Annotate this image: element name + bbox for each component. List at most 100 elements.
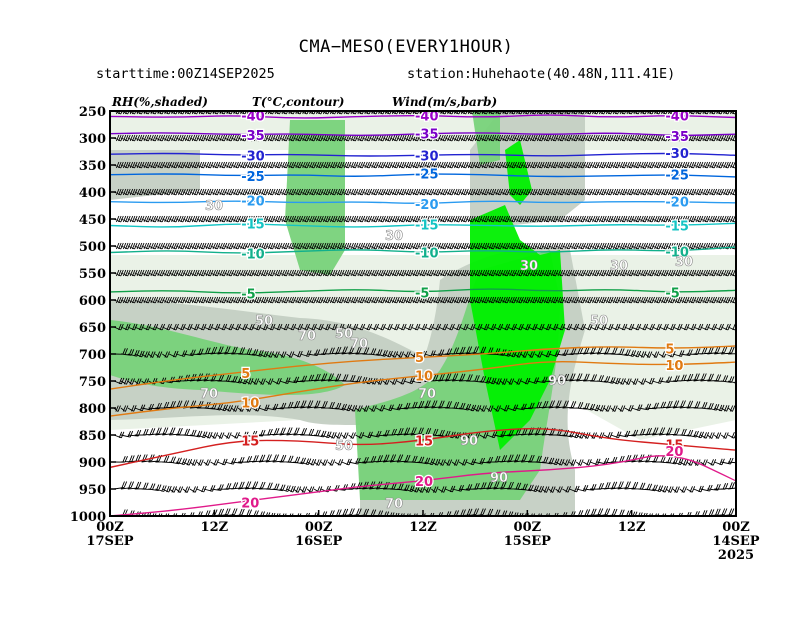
isotherm-label: 15 <box>415 434 433 449</box>
x-tick-label: 12Z <box>618 520 646 535</box>
isotherm-label: -25 <box>415 168 439 183</box>
isotherm-label: -5 <box>415 286 429 301</box>
station-label: station:Huhehaote(40.48N,111.41E) <box>407 66 676 82</box>
rh-contour-label: 70 <box>418 387 436 402</box>
isotherm-label: -35 <box>665 130 689 145</box>
rh-contour-label: 70 <box>385 497 403 512</box>
rh-shade-70-left <box>110 320 345 395</box>
rh-contour-label: 30 <box>610 259 628 274</box>
isotherm-label: -10 <box>665 245 689 260</box>
isotherm-line <box>110 360 736 417</box>
rh-shade-70-column <box>285 120 345 275</box>
isotherm-line <box>110 132 736 136</box>
isotherm-label: -25 <box>241 170 265 185</box>
x-tick-label: 00Z <box>305 520 333 535</box>
y-tick-label: 350 <box>79 159 106 174</box>
variable-label: Wind(m/s,barb) <box>392 95 497 109</box>
rh-contour-label: 50 <box>335 439 353 454</box>
x-tick-label: 12Z <box>409 520 437 535</box>
isotherm-label: 10 <box>415 370 433 385</box>
barb-row <box>113 242 736 250</box>
barb-row <box>113 188 736 196</box>
isotherm-label: -25 <box>665 169 689 184</box>
isotherm-label: -10 <box>241 248 265 263</box>
y-tick-label: 650 <box>79 321 106 336</box>
barb-row <box>113 427 736 439</box>
barb-row <box>113 454 736 466</box>
barb-row <box>113 296 736 304</box>
isotherm-label: -35 <box>241 129 265 144</box>
isotherm-label: -40 <box>415 109 439 124</box>
y-tick-label: 800 <box>79 402 106 417</box>
isotherm-label: 15 <box>665 439 683 454</box>
isotherm-line <box>110 428 736 469</box>
x-tick-date: 17SEP <box>86 534 133 549</box>
isotherm-label: -30 <box>665 147 689 162</box>
y-tick-label: 250 <box>79 105 106 120</box>
x-tick-year: 2025 <box>718 548 754 563</box>
x-tick-date: 15SEP <box>504 534 551 549</box>
rh-contour-label: 50 <box>590 314 608 329</box>
isotherm-line <box>110 345 736 390</box>
isotherm-label: -15 <box>415 218 439 233</box>
rh-contour-label: 70 <box>350 337 368 352</box>
isotherm-line <box>110 455 736 516</box>
isotherm-label: 5 <box>665 343 674 358</box>
rh-contour-label: 30 <box>385 229 403 244</box>
isotherm-line <box>110 114 736 119</box>
rh-shade-90-upper <box>505 140 532 205</box>
isotherm-label: 5 <box>415 351 424 366</box>
isotherm-label: 20 <box>665 445 683 460</box>
x-tick-label: 00Z <box>514 520 542 535</box>
isotherm-label: -30 <box>415 149 439 164</box>
x-tick-label: 12Z <box>201 520 229 535</box>
isotherm-label: -10 <box>415 246 439 261</box>
barb-row <box>113 373 736 385</box>
isotherm-label: 10 <box>241 397 259 412</box>
y-tick-label: 300 <box>79 132 106 147</box>
variable-label: T(°C,contour) <box>252 95 344 109</box>
isotherm-label: -20 <box>415 198 439 213</box>
barb-row <box>113 134 736 142</box>
barb-row <box>113 481 736 493</box>
y-tick-label: 900 <box>79 456 106 471</box>
variable-legend: RH(%,shaded) T(°C,contour) Wind(m/s,barb) <box>111 95 497 109</box>
y-tick-label: 850 <box>79 429 106 444</box>
variable-label: RH(%,shaded) <box>111 95 208 109</box>
isotherm-line <box>110 200 736 204</box>
isotherm-label: -5 <box>241 288 255 303</box>
isotherm-label: 20 <box>241 497 259 512</box>
isotherm-line <box>110 173 736 178</box>
isotherm-line <box>110 246 736 254</box>
rh-contour-label: 30 <box>205 199 223 214</box>
barb-row <box>113 111 736 115</box>
barb-row <box>113 161 736 169</box>
isotherm-label: 20 <box>415 475 433 490</box>
isotherm-label: -15 <box>665 219 689 234</box>
isotherm-label: 15 <box>241 434 259 449</box>
rh-contour-label: 70 <box>298 329 316 344</box>
isotherm-label: -35 <box>415 128 439 143</box>
y-tick-label: 700 <box>79 348 106 363</box>
x-tick-label: 00Z <box>722 520 750 535</box>
rh-contour-label: 50 <box>255 314 273 329</box>
starttime-label: starttime:00Z14SEP2025 <box>96 66 275 82</box>
barb-row <box>113 215 736 223</box>
rh-contour-label: 70 <box>200 387 218 402</box>
chart-title: CMA−MESO(EVERY1HOUR) <box>298 37 514 57</box>
y-tick-label: 400 <box>79 186 106 201</box>
barb-row <box>113 269 736 277</box>
barb-row <box>113 346 736 358</box>
wind-barbs <box>113 111 736 516</box>
isotherm-label: -20 <box>241 195 265 210</box>
y-tick-label: 500 <box>79 240 106 255</box>
isotherm-label: 5 <box>241 367 250 382</box>
y-tick-label: 550 <box>79 267 106 282</box>
isotherm-label: -20 <box>665 196 689 211</box>
y-tick-label: 450 <box>79 213 106 228</box>
isotherm-line <box>110 222 736 228</box>
isotherm-label: -40 <box>241 109 265 124</box>
y-axis: 250 300 350 400 450 500 550 600 650 700 750 800 850 9… <box>70 105 116 525</box>
